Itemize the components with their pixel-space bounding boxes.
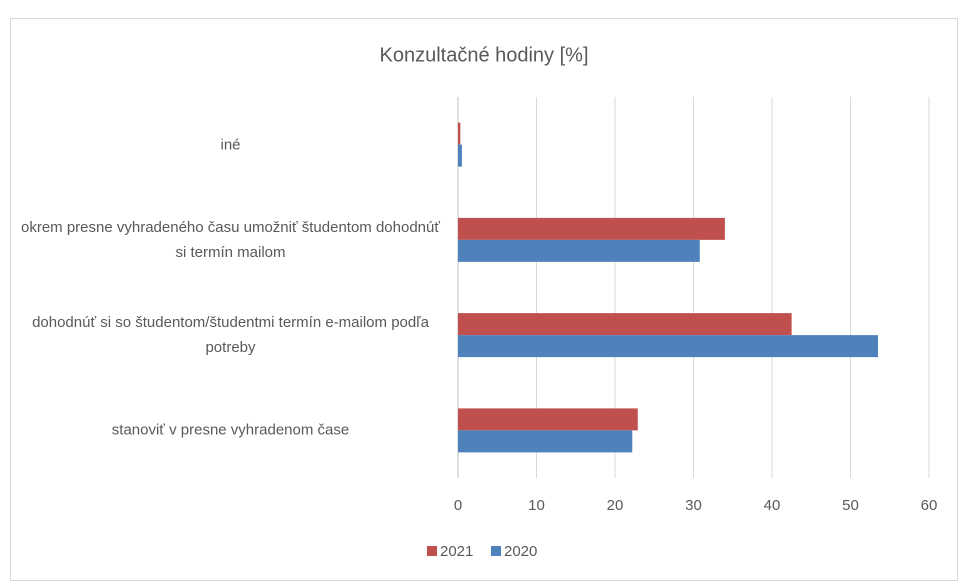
bar	[458, 144, 462, 167]
x-tick-label: 50	[842, 497, 859, 514]
bar	[458, 122, 461, 145]
bar	[458, 217, 725, 240]
bar	[458, 239, 700, 262]
bar	[458, 313, 792, 336]
chart-frame	[10, 18, 958, 581]
y-tick-label: okrem presne vyhradeného času umožniť št…	[20, 218, 440, 261]
x-tick-label: 20	[607, 497, 624, 514]
y-tick-label: stanoviť v presne vyhradenom čase	[111, 421, 350, 439]
y-tick-label: iné	[220, 136, 241, 154]
legend-swatch	[491, 546, 501, 556]
legend-label: 2021	[440, 543, 473, 560]
x-tick-label: 30	[685, 497, 702, 514]
legend-swatch	[427, 546, 437, 556]
chart-title: Konzultačné hodiny [%]	[379, 44, 588, 66]
x-tick-label: 40	[764, 497, 781, 514]
x-tick-label: 60	[921, 497, 938, 514]
y-tick-label: dohodnúť si so študentom/študentmi termí…	[32, 314, 429, 357]
bar	[458, 335, 878, 358]
x-tick-label: 0	[454, 497, 462, 514]
legend-label: 2020	[504, 543, 537, 560]
bar	[458, 408, 638, 431]
x-tick-label: 10	[528, 497, 545, 514]
bar	[458, 430, 633, 453]
